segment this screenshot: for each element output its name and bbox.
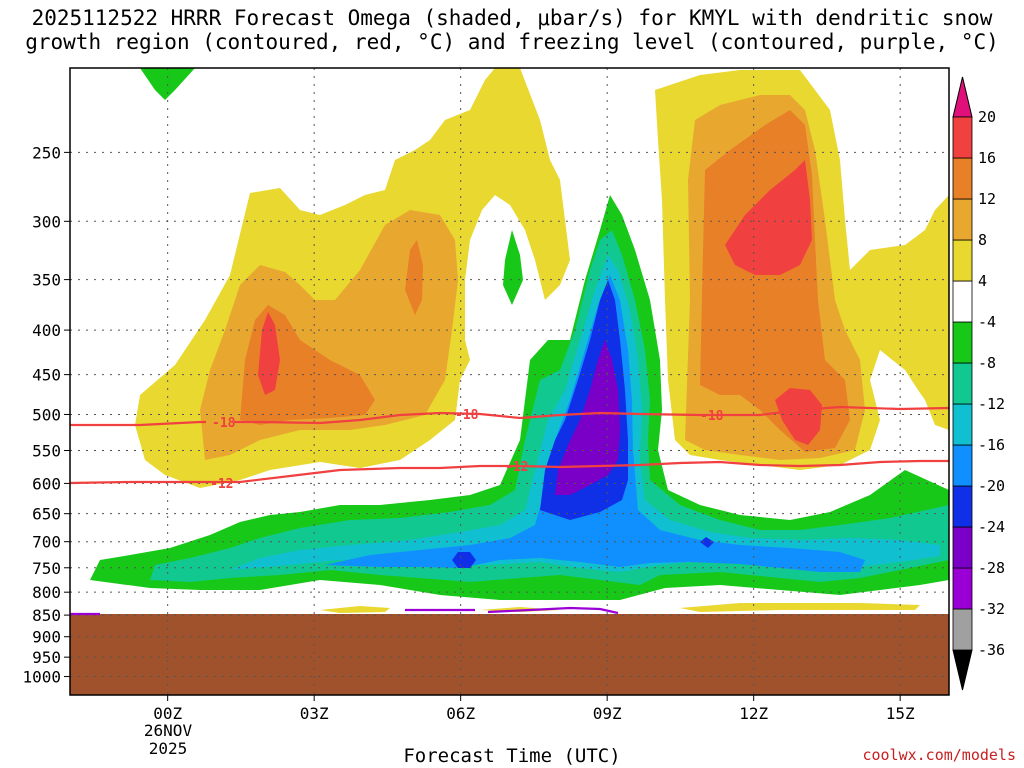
colorbar-swatch <box>952 608 973 651</box>
y-tick-label: 550 <box>32 442 61 461</box>
plot-frame <box>69 67 950 696</box>
x-tick-label: 15Z <box>886 704 915 723</box>
dgz-label: -18 <box>212 416 236 431</box>
y-tick-label: 750 <box>32 559 61 578</box>
x-tick-label: 03Z <box>300 704 329 723</box>
colorbar-swatch <box>952 116 973 159</box>
chart-title: 2025112522 HRRR Forecast Omega (shaded, … <box>0 6 1024 54</box>
omega-purple-main <box>555 340 620 495</box>
y-tick-label: 500 <box>32 405 61 424</box>
contour-labels: -18 -18 -18 -12 -12 <box>206 408 724 492</box>
colorbar-swatch <box>952 444 973 487</box>
colorbar-label: -24 <box>978 518 1005 536</box>
colorbar-label: -20 <box>978 477 1005 495</box>
y-tick-label: 800 <box>32 583 61 602</box>
colorbar-label: 4 <box>978 272 987 290</box>
omega-yellow-bottom1 <box>320 606 390 613</box>
gridlines <box>70 68 949 695</box>
omega-darkblue-blob2 <box>700 537 714 548</box>
title-line-1: 2025112522 HRRR Forecast Omega (shaded, … <box>31 6 993 30</box>
freezing-level-3 <box>487 606 619 615</box>
omega-green-small <box>503 230 523 305</box>
dgz-label: -18 <box>455 408 479 423</box>
x-tick-label: 06Z <box>446 704 475 723</box>
x-axis-label: Forecast Time (UTC) <box>403 745 621 767</box>
colorbar-swatch <box>952 239 973 282</box>
y-tick-label: 900 <box>32 628 61 647</box>
y-tick-label: 350 <box>32 271 61 290</box>
x-tick-label: 12Z <box>739 704 768 723</box>
y-tick-label: 450 <box>32 366 61 385</box>
colorbar: -36 -32 -28 -24 -20 -16 -12 -8 -4 4 8 12 16 20 <box>952 76 1005 691</box>
colorbar-label: 20 <box>978 108 996 126</box>
title-line-2: growth region (contoured, red, °C) and f… <box>25 30 999 54</box>
omega-field <box>70 68 949 695</box>
dgz-contour-minus18 <box>70 405 949 427</box>
x-axis: 00Z 03Z 06Z 09Z 12Z 15Z <box>153 695 915 723</box>
omega-teal-main <box>150 230 949 585</box>
dgz-label: -12 <box>210 477 233 492</box>
colorbar-swatch <box>952 485 973 528</box>
colorbar-swatch <box>952 526 973 569</box>
colorbar-swatch <box>952 198 973 241</box>
y-tick-label: 300 <box>32 212 61 231</box>
y-tick-label: 1000 <box>22 668 61 687</box>
colorbar-swatch <box>952 280 973 323</box>
colorbar-arrow-bottom <box>952 649 973 691</box>
y-axis: 250 300 350 400 450 500 550 600 650 700 750 800 850 9… <box>22 143 70 687</box>
dgz-contour-minus12 <box>70 459 949 485</box>
colorbar-label: -28 <box>978 559 1005 577</box>
contour-lines <box>70 405 949 616</box>
omega-red-right-upper <box>725 160 812 275</box>
omega-yellow-bottom2 <box>680 603 920 612</box>
y-tick-label: 400 <box>32 321 61 340</box>
x-tick-label: 09Z <box>593 704 622 723</box>
y-tick-label: 250 <box>32 143 61 162</box>
colorbar-label: -16 <box>978 436 1005 454</box>
y-tick-label: 700 <box>32 533 61 552</box>
x-tick-label: 00Z <box>153 704 182 723</box>
colorbar-swatch <box>952 321 973 364</box>
omega-red-right-lower <box>775 388 822 445</box>
colorbar-arrow-top <box>952 76 973 118</box>
omega-darkblue-blob1 <box>452 552 476 568</box>
dgz-label: -18 <box>700 409 724 424</box>
colorbar-label: -8 <box>978 354 996 372</box>
colorbar-label: -32 <box>978 600 1005 618</box>
y-tick-label: 650 <box>32 505 61 524</box>
colorbar-label: 8 <box>978 231 987 249</box>
colorbar-label: -12 <box>978 395 1005 413</box>
dgz-label: -12 <box>505 460 528 475</box>
credit-text: coolwx.com/models <box>862 746 1016 764</box>
colorbar-label: -4 <box>978 313 996 331</box>
y-tick-label: 850 <box>32 606 61 625</box>
omega-orange-left2 <box>405 240 423 315</box>
date-label-line2: 2025 <box>149 739 188 758</box>
y-tick-label: 600 <box>32 474 61 493</box>
terrain <box>70 614 949 695</box>
y-tick-label: 950 <box>32 648 61 667</box>
omega-orange-right <box>700 110 850 452</box>
colorbar-label: 16 <box>978 149 996 167</box>
colorbar-label: 12 <box>978 190 996 208</box>
date-label-line1: 26NOV <box>144 721 193 740</box>
colorbar-label: -36 <box>978 641 1005 659</box>
colorbar-swatch <box>952 403 973 446</box>
colorbar-swatch <box>952 157 973 200</box>
colorbar-swatch <box>952 362 973 405</box>
colorbar-swatch <box>952 567 973 610</box>
